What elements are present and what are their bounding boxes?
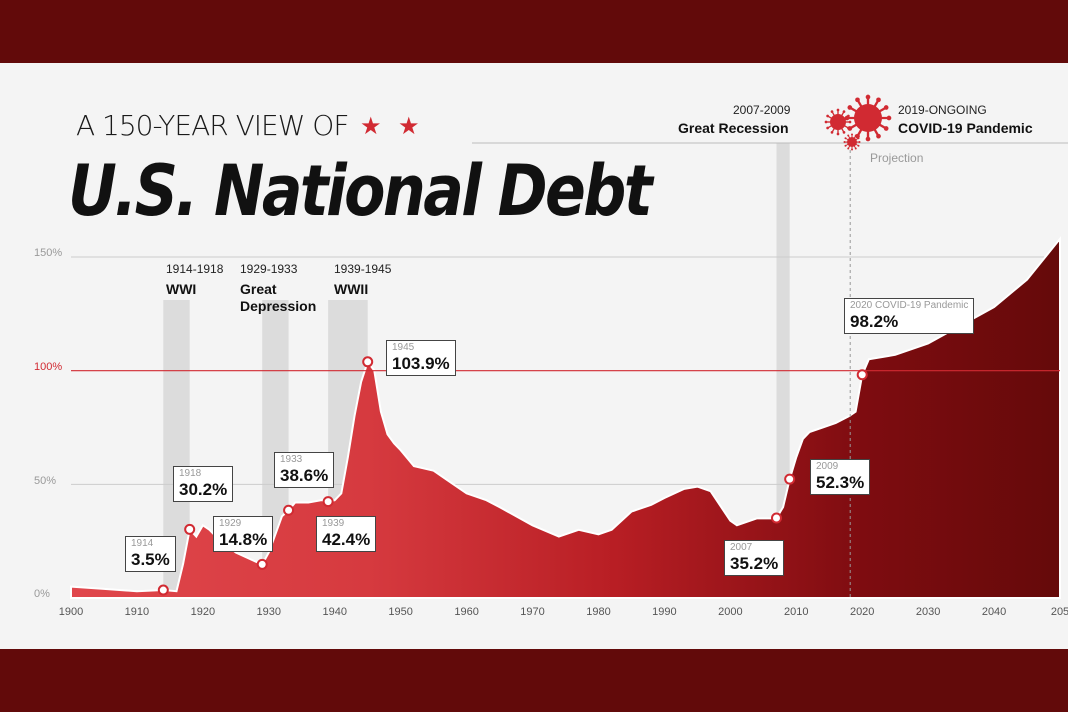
data-point-marker [770, 512, 782, 524]
top-frame-band [0, 0, 1068, 63]
callout-year: 2007 [730, 542, 753, 553]
callout-1914: 1914 3.5% [125, 536, 176, 572]
debt-area-series [70, 235, 1061, 599]
callout-1929: 1929 14.8% [213, 516, 274, 552]
y-tick-label: 50% [34, 475, 57, 487]
bottom-frame-band [0, 649, 1068, 712]
callout-value: 52.3% [816, 473, 865, 492]
callout-2020: 2020 COVID-19 Pandemic 98.2% [844, 298, 975, 334]
x-tick-label: 2030 [915, 606, 941, 618]
callout-year: 1939 [322, 518, 345, 529]
x-tick-label: 1990 [652, 606, 677, 618]
star-icon: ★ [360, 113, 382, 140]
projection-label: Projection [870, 151, 924, 165]
callout-value: 14.8% [219, 530, 268, 549]
callout-year: 1933 [280, 454, 303, 465]
callout-value: 98.2% [850, 312, 899, 331]
callout-value: 35.2% [730, 554, 779, 573]
y-tick-label: 150% [34, 247, 63, 259]
x-tick-label: 1980 [586, 606, 611, 618]
data-point-marker [362, 356, 374, 368]
x-tick-label: 1940 [322, 606, 347, 618]
data-point-marker [256, 558, 268, 570]
callout-2007: 2007 35.2% [724, 540, 785, 576]
callout-year: 1945 [392, 342, 415, 353]
data-point-marker [283, 504, 295, 516]
callout-1933: 1933 38.6% [274, 452, 335, 488]
covid-years: 2019-ONGOING [898, 103, 987, 117]
callout-year: 1914 [131, 538, 154, 549]
x-tick-label: 1900 [58, 606, 84, 618]
x-tick-label: 2010 [784, 606, 809, 618]
wwii-years: 1939-1945 [334, 262, 392, 276]
title-line-1: A 150-YEAR VIEW OF [76, 109, 349, 142]
callout-year: 2009 [816, 461, 839, 472]
x-tick-label: 1920 [190, 606, 216, 618]
x-tick-label: 1960 [454, 606, 479, 618]
great-recession-label: Great Recession [678, 120, 789, 136]
wwi-label: WWI [166, 281, 197, 297]
virus-icon [824, 94, 892, 151]
covid-label: COVID-19 Pandemic [898, 120, 1033, 136]
callout-value: 38.6% [280, 466, 329, 485]
callout-1945: 1945 103.9% [386, 340, 456, 376]
wwi-years: 1914-1918 [166, 262, 224, 276]
callout-year: 1929 [219, 518, 242, 529]
x-tick-label: 1930 [256, 606, 282, 618]
y-tick-label: 0% [34, 588, 50, 600]
great-depression-years: 1929-1933 [240, 262, 298, 276]
callout-year: 2020 COVID-19 Pandemic [850, 300, 969, 311]
x-tick-label: 205 [1050, 606, 1068, 618]
data-point-marker [856, 369, 868, 381]
great-recession-years: 2007-2009 [733, 103, 791, 117]
callout-year: 1918 [179, 468, 202, 479]
callout-value: 30.2% [179, 480, 228, 499]
callout-value: 3.5% [131, 550, 170, 569]
y-tick-label: 100% [34, 361, 63, 373]
callout-1939: 1939 42.4% [316, 516, 377, 552]
data-point-marker [184, 523, 196, 535]
star-icon: ★ [398, 113, 420, 140]
data-point-marker [322, 496, 334, 508]
x-tick-label: 1910 [124, 606, 150, 618]
data-point-marker [157, 584, 169, 596]
great-depression-label: Great Depression [240, 281, 317, 314]
callout-value: 42.4% [322, 530, 371, 549]
callout-value: 103.9% [392, 354, 450, 373]
x-tick-label: 2020 [849, 606, 875, 618]
x-tick-label: 2000 [718, 606, 743, 618]
wwii-label: WWII [334, 281, 369, 297]
data-point-marker [784, 473, 796, 485]
callout-2009: 2009 52.3% [810, 459, 871, 495]
page-title: U.S. National Debt [68, 150, 653, 232]
x-tick-label: 1950 [388, 606, 413, 618]
callout-1918: 1918 30.2% [173, 466, 234, 502]
x-tick-label: 2040 [981, 606, 1007, 618]
x-tick-label: 1970 [520, 606, 545, 618]
